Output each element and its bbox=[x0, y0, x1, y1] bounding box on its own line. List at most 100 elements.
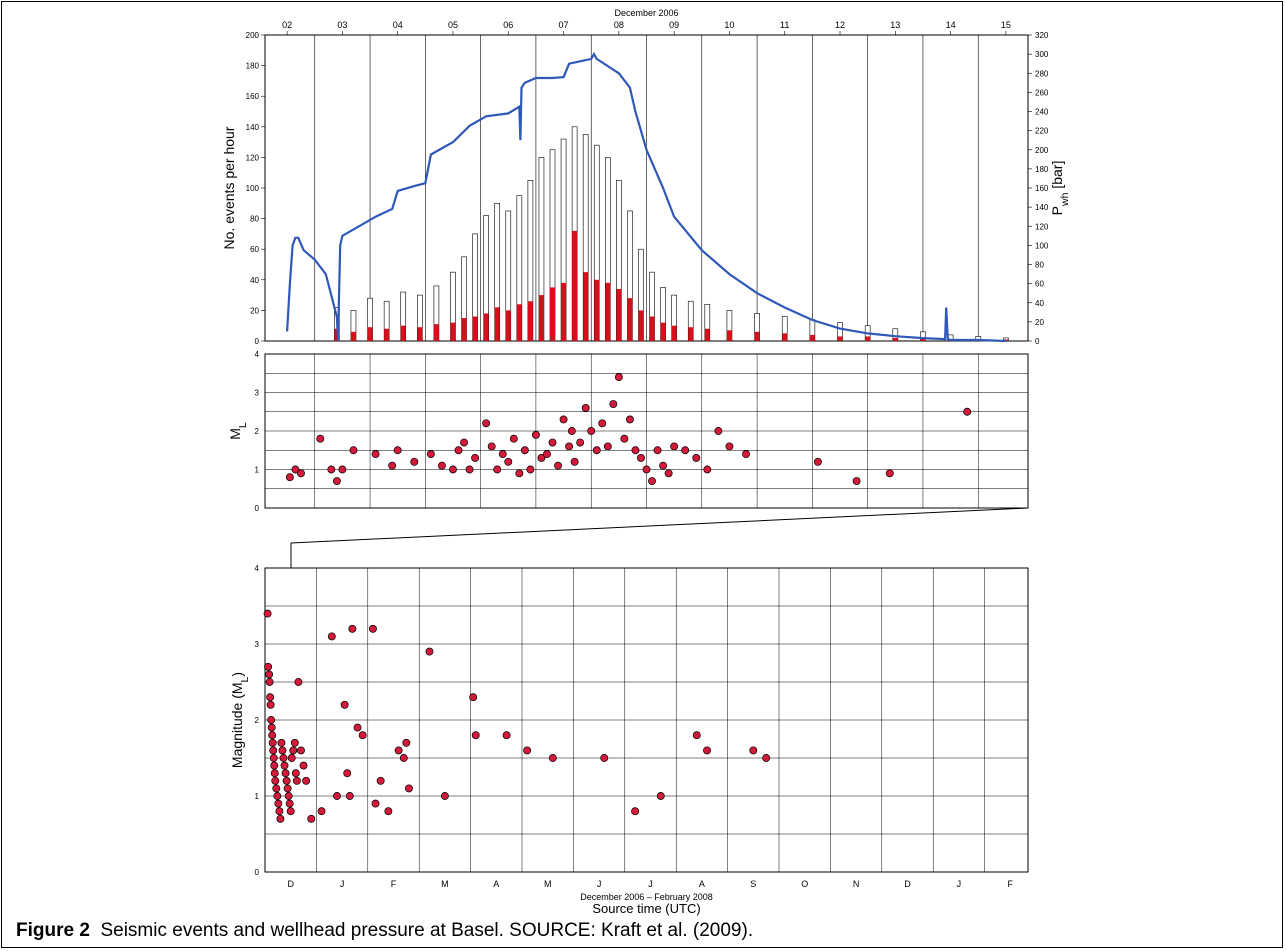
x-tick-label-day: 09 bbox=[669, 20, 679, 30]
y-tick-label-left: 0 bbox=[255, 337, 260, 346]
magnitude-event-dot bbox=[287, 754, 296, 762]
magnitude-event-dot bbox=[268, 731, 277, 740]
magnitude-event-dot bbox=[267, 723, 276, 732]
magnitude-event-dot bbox=[269, 754, 278, 762]
bar-events-red bbox=[660, 322, 666, 341]
ml-event-dot bbox=[581, 403, 590, 412]
bar-events-red bbox=[417, 327, 423, 341]
magnitude-event-dot bbox=[280, 761, 289, 770]
mag-x-tick-label: M bbox=[441, 879, 449, 889]
magnitude-event-dot bbox=[523, 746, 532, 755]
ml-event-dot bbox=[567, 427, 576, 435]
zoom-connector-line bbox=[290, 507, 1029, 544]
ml-event-dot bbox=[659, 461, 668, 470]
magnitude-event-dot bbox=[440, 792, 449, 800]
magnitude-event-dot bbox=[267, 716, 276, 724]
magnitude-event-dot bbox=[291, 769, 300, 778]
mag-y-tick-label: 4 bbox=[255, 564, 260, 573]
bar-events-red bbox=[616, 288, 622, 341]
magnitude-event-dot bbox=[265, 670, 274, 679]
mag-x-tick-label: D bbox=[287, 879, 294, 889]
magnitude-event-dot bbox=[278, 746, 287, 755]
bar-events-red bbox=[505, 310, 511, 341]
y-tick-label-right: 140 bbox=[1035, 203, 1049, 212]
ml-event-dot bbox=[460, 438, 468, 447]
magnitude-event-dot bbox=[282, 776, 291, 785]
magnitude-event-dot bbox=[266, 700, 275, 709]
y-tick-label-right: 100 bbox=[1035, 241, 1049, 250]
y-axis-label-magnitude-group: Magnitude (ML) bbox=[229, 672, 251, 768]
y-axis-label-ml-group: ML bbox=[227, 422, 249, 440]
ml-event-dot bbox=[885, 469, 894, 478]
bar-events-red bbox=[865, 336, 871, 341]
ml-event-dot bbox=[554, 461, 562, 470]
ml-event-dot bbox=[587, 427, 596, 435]
x-tick-label-day: 10 bbox=[724, 20, 734, 30]
x-axis-label-period: December 2006 – February 2008 bbox=[580, 892, 713, 902]
ml-event-dot bbox=[543, 450, 551, 459]
ml-event-dot bbox=[449, 465, 457, 474]
mag-y-tick-label: 2 bbox=[255, 716, 260, 725]
magnitude-event-dot bbox=[340, 700, 349, 709]
magnitude-event-dot bbox=[343, 769, 352, 778]
bar-events-red bbox=[837, 336, 843, 341]
y-tick-label-left: 140 bbox=[246, 123, 260, 132]
ml-event-dot bbox=[703, 465, 712, 474]
magnitude-event-dot bbox=[284, 792, 293, 800]
y-tick-label-right: 220 bbox=[1035, 127, 1049, 136]
mag-x-tick-label: J bbox=[597, 879, 602, 889]
x-tick-label-day: 02 bbox=[282, 20, 292, 30]
magnitude-event-dot bbox=[277, 738, 286, 747]
magnitude-event-dot bbox=[266, 693, 275, 702]
magnitude-event-dot bbox=[290, 738, 299, 747]
y-axis-label-pressure-group: Pwh [bar] bbox=[1049, 161, 1071, 216]
mag-x-tick-label: J bbox=[957, 879, 962, 889]
y-tick-label-right: 180 bbox=[1035, 165, 1049, 174]
bar-events-red bbox=[350, 331, 356, 341]
magnitude-event-dot bbox=[345, 792, 354, 800]
bar-events-red bbox=[516, 304, 522, 341]
line-wellhead-pressure bbox=[286, 51, 1006, 343]
magnitude-event-dot bbox=[656, 792, 665, 800]
ml-event-dot bbox=[426, 450, 435, 459]
y-axis-label-magnitude: Magnitude (ML) bbox=[229, 672, 251, 768]
ml-event-dot bbox=[813, 457, 822, 466]
ml-event-dot bbox=[531, 430, 540, 439]
mag-x-tick-label: M bbox=[544, 879, 552, 889]
ml-event-dot bbox=[327, 465, 336, 474]
ml-event-dot bbox=[296, 469, 305, 478]
magnitude-event-dot bbox=[548, 754, 557, 762]
ml-event-dot bbox=[559, 415, 568, 424]
y-tick-label-left: 160 bbox=[246, 92, 260, 101]
ml-y-tick-label: 0 bbox=[255, 504, 260, 513]
ml-event-dot bbox=[548, 438, 557, 447]
ml-event-dot bbox=[520, 446, 529, 455]
bar-events-red bbox=[638, 310, 644, 341]
bar-events-red bbox=[627, 298, 633, 341]
ml-event-dot bbox=[620, 434, 629, 443]
bar-events-red bbox=[605, 282, 611, 341]
bar-events-red bbox=[538, 295, 544, 341]
magnitude-event-dot bbox=[268, 738, 277, 747]
bar-events-red bbox=[461, 318, 467, 341]
x-tick-label-day: 15 bbox=[1001, 20, 1011, 30]
ml-event-dot bbox=[637, 454, 645, 462]
y-axis-label-pressure: Pwh [bar] bbox=[1049, 161, 1071, 216]
x-axis-label-source-time: Source time (UTC) bbox=[592, 901, 700, 916]
y-tick-label-right: 160 bbox=[1035, 184, 1049, 193]
bar-events-red bbox=[400, 325, 406, 341]
magnitude-event-dot bbox=[283, 784, 292, 793]
magnitude-event-dot bbox=[469, 693, 478, 702]
ml-event-dot bbox=[714, 427, 723, 435]
ml-event-dot bbox=[742, 450, 750, 459]
bar-events-red bbox=[594, 279, 600, 341]
bar-events-red bbox=[450, 322, 456, 341]
mag-y-tick-label: 0 bbox=[255, 868, 260, 877]
magnitude-event-dot bbox=[263, 609, 272, 618]
y-tick-label-left: 60 bbox=[250, 245, 259, 254]
y-tick-label-left: 40 bbox=[250, 276, 259, 285]
bar-events-red bbox=[892, 337, 898, 341]
ml-event-dot bbox=[316, 434, 325, 443]
x-tick-label-day: 12 bbox=[835, 20, 845, 30]
ml-event-dot bbox=[454, 446, 463, 455]
